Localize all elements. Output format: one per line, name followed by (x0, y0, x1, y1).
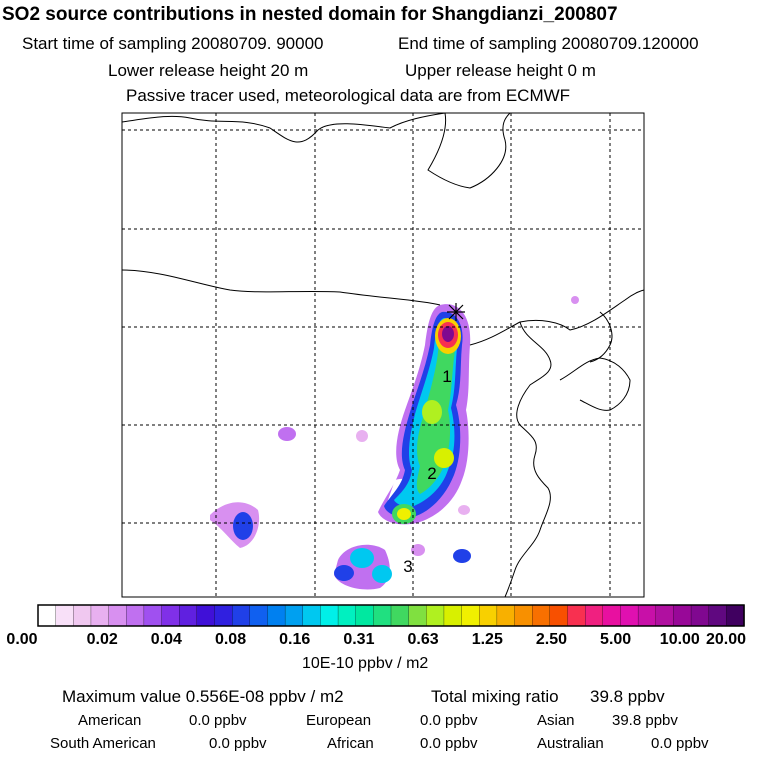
colorbar-cell (602, 604, 622, 627)
colorbar-tick-label: 0.04 (150, 631, 182, 648)
region-name: Asian (537, 712, 575, 729)
region-name: American (78, 712, 142, 729)
colorbar-cell (108, 604, 127, 627)
colorbar-cell (284, 604, 304, 627)
colorbar-cell (267, 604, 286, 627)
colorbar-cell (461, 604, 480, 627)
colorbar-cell (90, 604, 110, 627)
region-name: Australian (537, 735, 604, 752)
colorbar-cell (355, 604, 375, 627)
region-value: 0.0 ppbv (189, 712, 247, 729)
colorbar-tick-label: 1.25 (471, 631, 503, 648)
colorbar-cell (426, 604, 445, 627)
start-time-label: Start time of sampling 20080709. 90000 (22, 34, 324, 53)
colorbar-cell (249, 604, 269, 627)
coastline (122, 113, 644, 597)
region-value: 0.0 ppbv (209, 735, 267, 752)
colorbar-cell (514, 604, 533, 627)
colorbar-tick-label: 0.63 (407, 631, 439, 648)
colorbar-cell (408, 604, 427, 627)
colorbar-cell (37, 604, 57, 627)
upper-release-height: Upper release height 0 m (405, 61, 596, 80)
colorbar-cell (637, 604, 657, 627)
colorbar-cell (390, 604, 410, 627)
colorbar-cell (585, 604, 604, 627)
colorbar-tick-label: 10.00 (659, 631, 700, 648)
colorbar-cell (302, 604, 322, 627)
colorbar-cell (214, 604, 233, 627)
colorbar-cell (373, 604, 392, 627)
region-value: 0.0 ppbv (651, 735, 709, 752)
map-gridlines (122, 113, 644, 597)
map-frame (121, 112, 645, 598)
receptor-star-icon (447, 303, 465, 321)
colorbar-cell (143, 604, 163, 627)
colorbar-tick-label: 0.31 (343, 631, 375, 648)
total-mixing-label: Total mixing ratio (431, 687, 559, 706)
colorbar-cell (690, 604, 710, 627)
colorbar-tick-label: 0.00 (6, 631, 38, 648)
colorbar-unit: 10E-10 ppbv / m2 (302, 655, 429, 672)
colorbar-cell (549, 604, 569, 627)
colorbar-cell (126, 604, 145, 627)
colorbar-cell (55, 604, 74, 627)
colorbar-cell (532, 604, 551, 627)
colorbar-cell (620, 604, 639, 627)
colorbar-tick-label: 20.00 (705, 631, 747, 648)
colorbar-cell (567, 604, 586, 627)
colorbar-cell (726, 604, 745, 627)
region-name: South American (50, 735, 156, 752)
colorbar-cell (161, 604, 180, 627)
lower-release-height: Lower release height 20 m (108, 61, 309, 80)
colorbar-cell (443, 604, 463, 627)
colorbar-tick-label: 0.16 (279, 631, 311, 648)
page-title: SO2 source contributions in nested domai… (2, 4, 618, 25)
colorbar-cell (496, 604, 516, 627)
colorbar (37, 604, 745, 627)
colorbar-cell (673, 604, 692, 627)
region-name: African (327, 735, 374, 752)
map-label-3: 3 (403, 557, 412, 576)
region-value: 0.0 ppbv (420, 735, 478, 752)
colorbar-tick-label: 0.08 (214, 631, 247, 648)
colorbar-cell (337, 604, 357, 627)
colorbar-cell (179, 604, 198, 627)
region-value: 0.0 ppbv (420, 712, 478, 729)
map-label-1: 1 (442, 367, 451, 386)
map-label-2: 2 (427, 464, 436, 483)
colorbar-cell (655, 604, 675, 627)
tracer-note: Passive tracer used, meteorological data… (126, 86, 571, 105)
max-value-label: Maximum value 0.556E-08 ppbv / m2 (62, 687, 344, 706)
end-time-label: End time of sampling 20080709.120000 (398, 34, 699, 53)
region-value: 39.8 ppbv (612, 712, 678, 729)
concentration-plume (210, 296, 579, 590)
colorbar-tick-label: 5.00 (600, 631, 632, 648)
colorbar-tick-label: 2.50 (535, 631, 568, 648)
colorbar-tick-label: 0.02 (86, 631, 118, 648)
total-mixing-value: 39.8 ppbv (590, 687, 665, 706)
colorbar-cell (320, 604, 339, 627)
colorbar-cell (479, 604, 498, 627)
region-name: European (306, 712, 372, 729)
colorbar-cell (73, 604, 92, 627)
colorbar-cell (708, 604, 728, 627)
colorbar-cell (231, 604, 251, 627)
colorbar-cell (196, 604, 216, 627)
